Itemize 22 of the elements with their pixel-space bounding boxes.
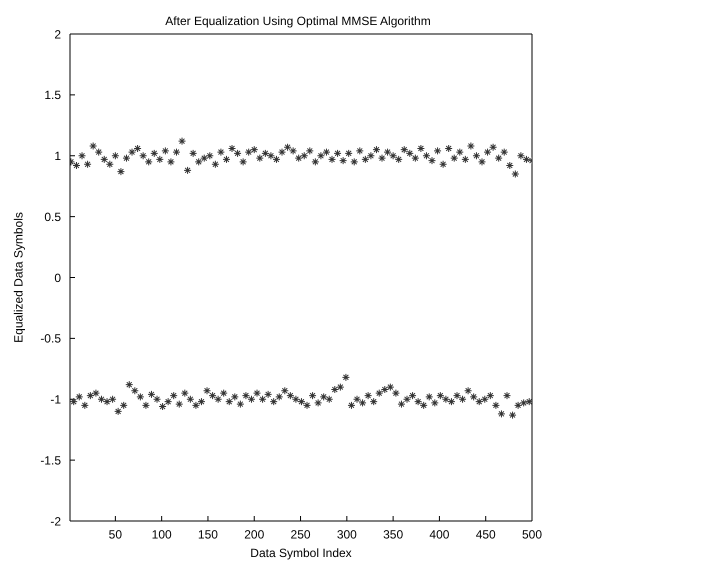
- x-tick-label: 450: [476, 528, 496, 542]
- x-tick-label: 100: [152, 528, 172, 542]
- y-tick-label: 0: [54, 270, 62, 285]
- x-tick-label: 500: [522, 528, 542, 542]
- x-tick-label: 300: [336, 528, 358, 542]
- x-tick-label: 200: [244, 528, 265, 542]
- x-axis-title: Data Symbol Index: [250, 546, 352, 560]
- y-tick-label: 1.5: [44, 88, 62, 102]
- chart-title: After Equalization Using Optimal MMSE Algorithm: [164, 14, 432, 28]
- x-tick-label: 150: [198, 528, 218, 542]
- y-tick-label: 2: [54, 27, 62, 42]
- y-tick-label: -0.5: [40, 332, 62, 346]
- x-tick-label: 350: [383, 528, 404, 542]
- y-axis-title: Equalized Data Symbols: [11, 212, 26, 343]
- y-tick-label: 0.5: [44, 210, 62, 224]
- y-tick-label: 1: [54, 149, 62, 164]
- y-tick-label: -1: [50, 392, 62, 407]
- y-tick-label: -2: [50, 514, 62, 528]
- x-tick-label: 400: [429, 528, 450, 542]
- x-tick-label: 250: [290, 528, 311, 542]
- x-tick-label: 50: [108, 528, 122, 542]
- y-tick-label: -1.5: [40, 453, 62, 468]
